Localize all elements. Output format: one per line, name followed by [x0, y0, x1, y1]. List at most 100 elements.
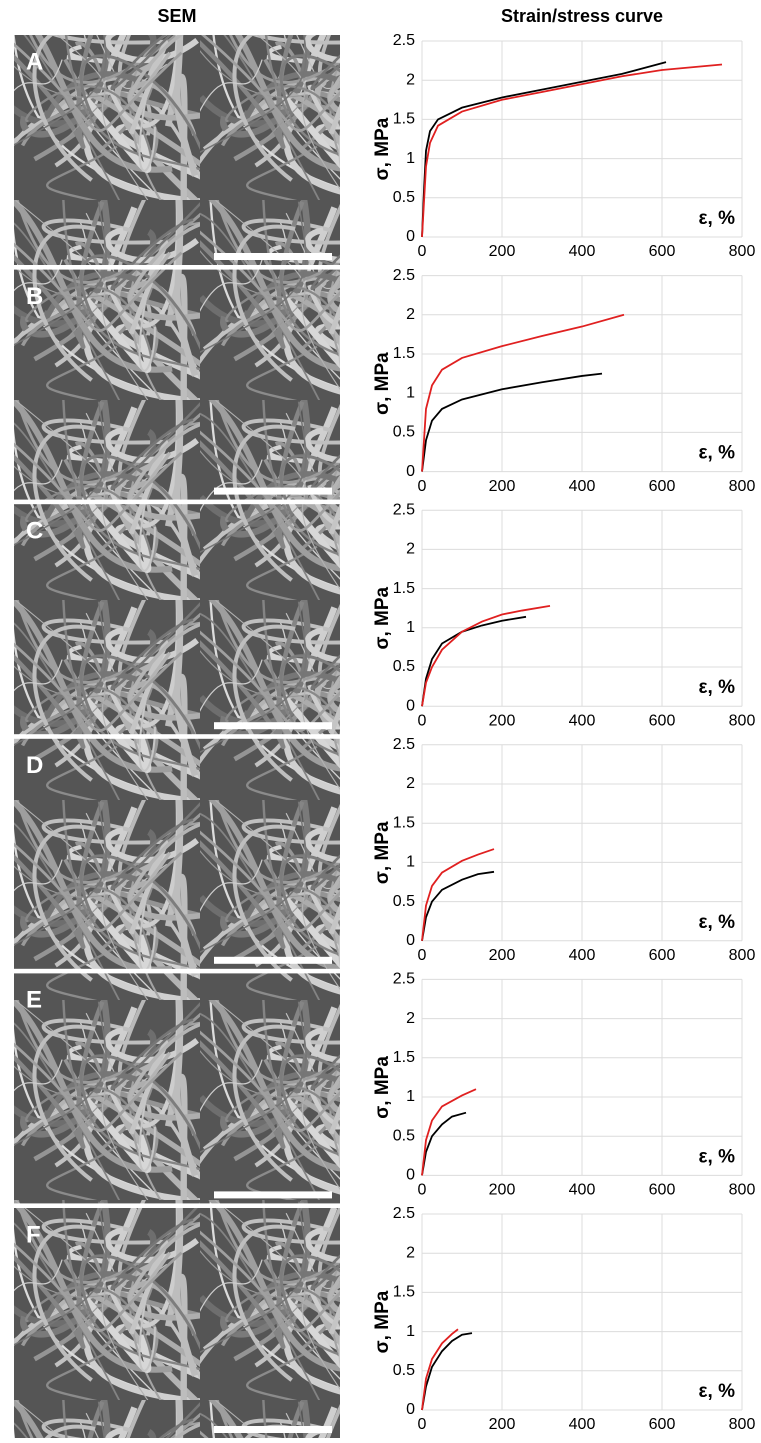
y-tick-label: 1 [406, 1323, 415, 1340]
y-tick-label: 1 [406, 1088, 415, 1105]
x-tick-label: 600 [649, 712, 676, 729]
y-tick-label: 0 [406, 463, 415, 480]
y-tick-label: 2.5 [393, 1205, 415, 1222]
x-tick-label: 800 [729, 712, 756, 729]
x-tick-label: 800 [729, 947, 756, 964]
sem-image [14, 35, 340, 265]
x-axis-label: ε, % [699, 208, 736, 229]
y-axis-label: σ, MPa [372, 586, 393, 649]
y-tick-label: 1.5 [393, 580, 415, 597]
y-tick-label: 1 [406, 854, 415, 871]
x-tick-label: 200 [489, 243, 516, 260]
scale-bar [214, 1191, 332, 1199]
x-tick-label: 0 [418, 243, 427, 260]
data-line [421, 870, 495, 941]
y-tick-label: 1.5 [393, 111, 415, 128]
scale-bar [214, 722, 332, 730]
x-tick-label: 400 [569, 1416, 596, 1433]
x-tick-label: 800 [729, 1416, 756, 1433]
y-axis-label: σ, MPa [372, 821, 393, 884]
y-tick-label: 1.5 [393, 345, 415, 362]
x-tick-label: 200 [489, 1182, 516, 1199]
y-tick-label: 2 [406, 71, 415, 88]
y-tick-label: 0 [406, 1401, 415, 1418]
scale-bar [214, 1426, 332, 1433]
scale-bar [214, 487, 332, 495]
x-tick-label: 200 [489, 947, 516, 964]
x-axis-label: ε, % [699, 1146, 736, 1167]
y-axis-label: σ, MPa [372, 117, 393, 180]
sem-header: SEM [157, 6, 196, 26]
y-tick-label: 1 [406, 150, 415, 167]
data-line [421, 615, 527, 707]
y-tick-label: 1 [406, 619, 415, 636]
y-tick-label: 0 [406, 228, 415, 245]
data-line [421, 63, 723, 238]
x-tick-label: 600 [649, 1416, 676, 1433]
curve-header: Strain/stress curve [501, 6, 663, 26]
y-tick-label: 1.5 [393, 814, 415, 831]
x-tick-label: 200 [489, 712, 516, 729]
x-tick-label: 800 [729, 478, 756, 495]
y-tick-label: 0 [406, 697, 415, 714]
x-axis-label: ε, % [699, 912, 736, 933]
y-tick-label: 2 [406, 541, 415, 558]
y-tick-label: 1 [406, 384, 415, 401]
y-tick-label: 2.5 [393, 501, 415, 518]
sem-image [14, 504, 340, 735]
x-tick-label: 600 [649, 243, 676, 260]
y-axis-label: σ, MPa [372, 1056, 393, 1119]
x-tick-label: 0 [418, 1182, 427, 1199]
x-tick-label: 400 [569, 712, 596, 729]
x-tick-label: 0 [418, 478, 427, 495]
x-axis-label: ε, % [699, 443, 736, 464]
x-tick-label: 600 [649, 947, 676, 964]
x-tick-label: 800 [729, 243, 756, 260]
y-tick-label: 2 [406, 306, 415, 323]
y-tick-label: 2 [406, 1010, 415, 1027]
x-tick-label: 200 [489, 1416, 516, 1433]
y-tick-label: 0.5 [393, 424, 415, 441]
sem-image [14, 269, 340, 500]
y-tick-label: 2.5 [393, 736, 415, 753]
data-line [421, 61, 667, 238]
scale-bar [214, 956, 332, 964]
sem-image [14, 738, 340, 969]
x-tick-label: 0 [418, 947, 427, 964]
y-tick-label: 0.5 [393, 1362, 415, 1379]
data-line [421, 604, 551, 707]
x-tick-label: 400 [569, 243, 596, 260]
x-tick-label: 400 [569, 1182, 596, 1199]
data-line [421, 1328, 459, 1411]
y-axis-label: σ, MPa [372, 352, 393, 415]
x-axis-label: ε, % [699, 1381, 736, 1402]
y-tick-label: 2.5 [393, 267, 415, 284]
panel-label: C [26, 518, 43, 545]
x-tick-label: 600 [649, 478, 676, 495]
y-tick-label: 1.5 [393, 1049, 415, 1066]
data-line [421, 1332, 473, 1411]
y-tick-label: 0.5 [393, 189, 415, 206]
panel-label: A [26, 48, 43, 75]
data-line [421, 1088, 477, 1176]
x-tick-label: 0 [418, 1416, 427, 1433]
y-tick-label: 0.5 [393, 658, 415, 675]
panel-label: B [26, 283, 43, 310]
x-tick-label: 400 [569, 478, 596, 495]
panel-label: E [26, 987, 42, 1014]
y-tick-label: 2 [406, 1244, 415, 1261]
y-tick-label: 2.5 [393, 32, 415, 49]
x-axis-label: ε, % [699, 677, 736, 698]
y-tick-label: 2.5 [393, 971, 415, 988]
x-tick-label: 800 [729, 1182, 756, 1199]
y-axis-label: σ, MPa [372, 1290, 393, 1353]
y-tick-label: 0.5 [393, 1127, 415, 1144]
y-tick-label: 2 [406, 775, 415, 792]
x-tick-label: 200 [489, 478, 516, 495]
data-line [421, 848, 495, 941]
x-tick-label: 600 [649, 1182, 676, 1199]
sem-image [14, 1208, 340, 1438]
data-line [421, 313, 625, 472]
scale-bar [214, 253, 332, 260]
